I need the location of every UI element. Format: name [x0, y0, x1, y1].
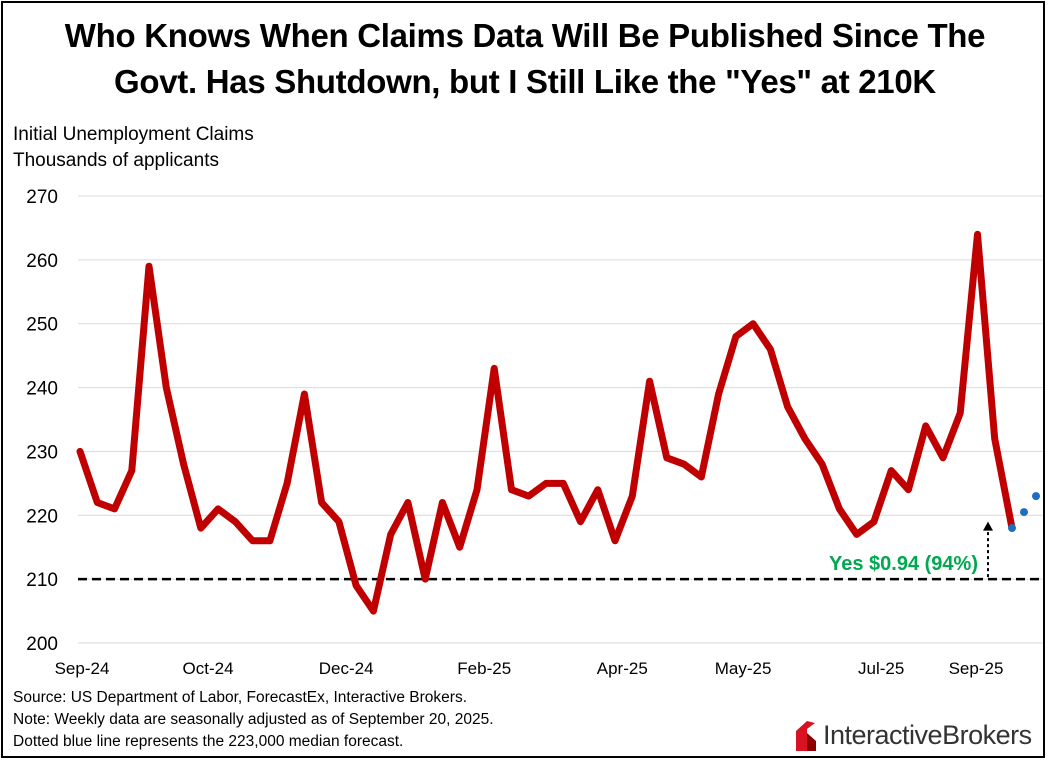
annotation-arrow-head	[983, 521, 993, 531]
chart-title: Who Knows When Claims Data Will Be Publi…	[3, 13, 1047, 105]
grid-lines	[78, 195, 1043, 644]
forecast-point	[1008, 524, 1016, 533]
logo-text: InteractiveBrokers	[823, 720, 1032, 751]
y-tick-label: 230	[26, 442, 58, 463]
footer-dotted: Dotted blue line represents the 223,000 …	[13, 733, 404, 750]
footer-note: Note: Weekly data are seasonally adjuste…	[13, 711, 494, 728]
y-tick-label: 270	[26, 187, 58, 208]
x-tick-label: Oct-24	[183, 659, 234, 678]
title-line-1: Who Knows When Claims Data Will Be Publi…	[64, 17, 986, 54]
annotation-group: Yes $0.94 (94%)	[829, 521, 993, 578]
footer-source: Source: US Department of Labor, Forecast…	[13, 689, 468, 706]
series-group	[76, 230, 1043, 615]
logo-mark-icon	[796, 721, 816, 751]
y-axis-label-2: Thousands of applicants	[13, 150, 219, 171]
y-tick-labels: 200 210 220 230 240 250 260 270	[26, 187, 58, 655]
interactive-brokers-logo: InteractiveBrokers	[793, 715, 1032, 755]
line-chart: 200 210 220 230 240 250 260 270 Sep-24 Oct-24 Dec…	[26, 187, 1043, 678]
forecast-point	[1032, 492, 1040, 501]
x-tick-label: Jul-25	[858, 659, 904, 678]
y-tick-label: 250	[26, 315, 58, 336]
x-tick-label: Apr-25	[597, 659, 648, 678]
y-tick-label: 200	[26, 634, 58, 655]
annotation-label: Yes $0.94 (94%)	[829, 553, 978, 575]
logo-text-interactive: Interactive	[823, 719, 943, 750]
y-tick-label: 220	[26, 506, 58, 527]
y-tick-label: 240	[26, 379, 58, 400]
claims-series-line	[76, 230, 1016, 615]
y-tick-label: 260	[26, 251, 58, 272]
x-tick-label: Sep-24	[55, 659, 110, 678]
x-tick-label: Sep-25	[949, 659, 1004, 678]
x-tick-label: Feb-25	[457, 659, 511, 678]
y-axis-label-1: Initial Unemployment Claims	[13, 124, 254, 145]
forecast-point	[1020, 508, 1028, 517]
title-line-2: Govt. Has Shutdown, but I Still Like the…	[114, 63, 936, 100]
x-tick-labels: Sep-24 Oct-24 Dec-24 Feb-25 Apr-25 May-25 Jul-…	[55, 659, 1004, 678]
logo-text-brokers: Brokers	[942, 719, 1032, 750]
footer-notes: Source: US Department of Labor, Forecast…	[13, 687, 494, 753]
x-tick-label: May-25	[715, 659, 772, 678]
x-tick-label: Dec-24	[319, 659, 374, 678]
y-tick-label: 210	[26, 570, 58, 591]
